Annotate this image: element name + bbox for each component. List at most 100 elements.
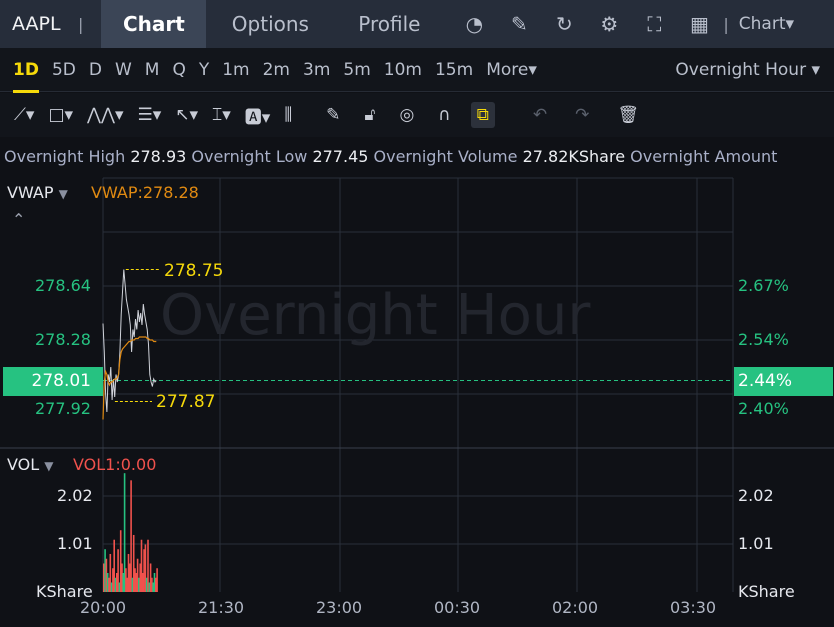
indicator-name[interactable]: VWAP ▼ <box>7 183 68 202</box>
volume-label: Overnight Volume <box>373 147 518 166</box>
price-tick: 278.64 <box>35 276 91 295</box>
trend-line-icon[interactable]: ⟋▾ <box>14 105 35 125</box>
volume-bar <box>155 577 157 592</box>
price-tick: 277.92 <box>35 399 91 418</box>
tab-options[interactable]: Options <box>231 12 309 36</box>
volume-bar <box>149 563 152 592</box>
volume-bar <box>118 582 121 592</box>
trash-icon[interactable]: 🗑︎ <box>617 105 639 125</box>
volume-bar <box>110 582 113 592</box>
top-bar: AAPL | Chart Options Profile ◔ ✎ ↻ ⚙ ⛶ ▦… <box>0 0 834 48</box>
period-15m[interactable]: 15m <box>434 59 474 80</box>
min-label: 277.87 <box>156 392 216 412</box>
drawing-toolbar: ⟋▾ □▾ ⋀⋀▾ ☰▾ ↖▾ ⌶▾ 🅰▾ ⫼ ✎ 🔓︎ ◎ ∩ ⧉ ↶ ↷ 🗑… <box>0 93 834 137</box>
volume-bar <box>135 572 138 592</box>
more-label: More <box>486 59 529 80</box>
link-icon[interactable]: ⧉ <box>470 102 495 128</box>
vol-value: VOL1:0.00 <box>73 455 157 474</box>
period-more[interactable]: More▾ <box>486 59 537 80</box>
volume-bar <box>131 577 134 592</box>
low-value: 277.45 <box>312 147 369 166</box>
volume-bar <box>144 544 147 592</box>
session-select[interactable]: Overnight Hour ▾ <box>675 59 820 80</box>
volume-value: 27.82KShare <box>522 147 626 166</box>
tab-chart[interactable]: Chart <box>101 0 207 48</box>
pattern-icon[interactable]: ⋀⋀▾ <box>87 105 124 125</box>
time-tick: 03:30 <box>670 598 717 617</box>
period-y[interactable]: Y <box>198 59 210 80</box>
magnet-icon[interactable]: ∩ <box>438 105 451 125</box>
tab-profile[interactable]: Profile <box>358 12 421 36</box>
volume-bar <box>143 549 145 592</box>
edit-icon[interactable]: ✎ <box>511 12 528 36</box>
period-q[interactable]: Q <box>172 59 186 80</box>
fullscreen-icon[interactable]: ⛶ <box>647 12 662 36</box>
volume-bar <box>130 480 132 592</box>
pencil-icon[interactable]: ✎ <box>326 105 341 125</box>
vol-label: VOL <box>7 455 40 474</box>
volume-bar <box>140 539 143 592</box>
vol-tick-right: 2.02 <box>738 486 774 505</box>
settings-icon[interactable]: ⚙ <box>600 12 619 36</box>
period-5m[interactable]: 5m <box>343 59 371 80</box>
vol-tick: 2.02 <box>57 486 93 505</box>
vol-indicator[interactable]: VOL ▼ <box>7 455 54 474</box>
volume-bar <box>145 577 148 592</box>
pct-tick: 2.40% <box>738 399 789 418</box>
chart-menu-label: Chart <box>738 14 786 34</box>
chart-menu[interactable]: Chart▾ <box>738 14 795 34</box>
rectangle-icon[interactable]: □▾ <box>48 105 74 125</box>
volume-bar <box>109 553 112 592</box>
gauge-icon[interactable]: ◔ <box>465 12 484 36</box>
period-1m[interactable]: 1m <box>222 59 250 80</box>
period-5d[interactable]: 5D <box>51 59 76 80</box>
undo-icon[interactable]: ↶ <box>532 105 548 125</box>
eye-icon[interactable]: ◎ <box>399 105 415 125</box>
collapse-icon[interactable]: ⌃ <box>12 210 26 229</box>
fibonacci-icon[interactable]: ☰▾ <box>137 105 162 125</box>
measure-icon[interactable]: ⌶▾ <box>212 105 231 125</box>
vwap-value: VWAP:278.28 <box>91 183 199 202</box>
vwap-label: VWAP <box>7 183 54 202</box>
time-tick: 23:00 <box>316 598 363 617</box>
layout-icon[interactable]: ▦ <box>689 12 709 36</box>
volume-bar <box>136 558 139 592</box>
volume-bar <box>104 549 106 592</box>
volume-bar <box>114 577 117 592</box>
time-tick: 21:30 <box>198 598 245 617</box>
current-price-badge: 278.01 <box>3 367 103 396</box>
volume-bar <box>103 563 105 592</box>
redo-icon[interactable]: ↷ <box>575 105 590 125</box>
volume-bar <box>121 563 123 592</box>
period-d[interactable]: D <box>88 59 102 80</box>
refresh-icon[interactable]: ↻ <box>556 12 573 36</box>
current-pct-badge: 2.44% <box>734 367 833 396</box>
period-m[interactable]: M <box>144 59 160 80</box>
vol-unit-right: KShare <box>738 582 795 601</box>
volume-bar <box>156 568 158 592</box>
volume-bar <box>112 568 114 592</box>
vol-tick: 1.01 <box>57 534 93 553</box>
text-icon[interactable]: 🅰▾ <box>244 107 271 128</box>
volume-bar <box>125 568 127 592</box>
session-label: Overnight Hour <box>675 59 807 80</box>
volume-bar <box>122 572 125 592</box>
period-3m[interactable]: 3m <box>303 59 331 80</box>
period-10m[interactable]: 10m <box>383 59 422 80</box>
max-label: 278.75 <box>164 261 224 281</box>
price-line <box>102 269 157 413</box>
unlock-icon[interactable]: 🔓︎ <box>364 105 376 125</box>
period-1d[interactable]: 1D <box>13 59 39 93</box>
vol-tick-right: 1.01 <box>738 534 774 553</box>
divider: | <box>78 14 84 34</box>
time-tick: 20:00 <box>80 598 127 617</box>
volume-bar <box>142 572 144 592</box>
candle-icon[interactable]: ⫼ <box>284 105 293 125</box>
period-w[interactable]: W <box>114 59 132 80</box>
volume-bar <box>105 558 108 592</box>
volume-bar <box>108 577 110 592</box>
arrow-icon[interactable]: ↖▾ <box>175 105 199 125</box>
period-2m[interactable]: 2m <box>262 59 290 80</box>
high-value: 278.93 <box>130 147 187 166</box>
